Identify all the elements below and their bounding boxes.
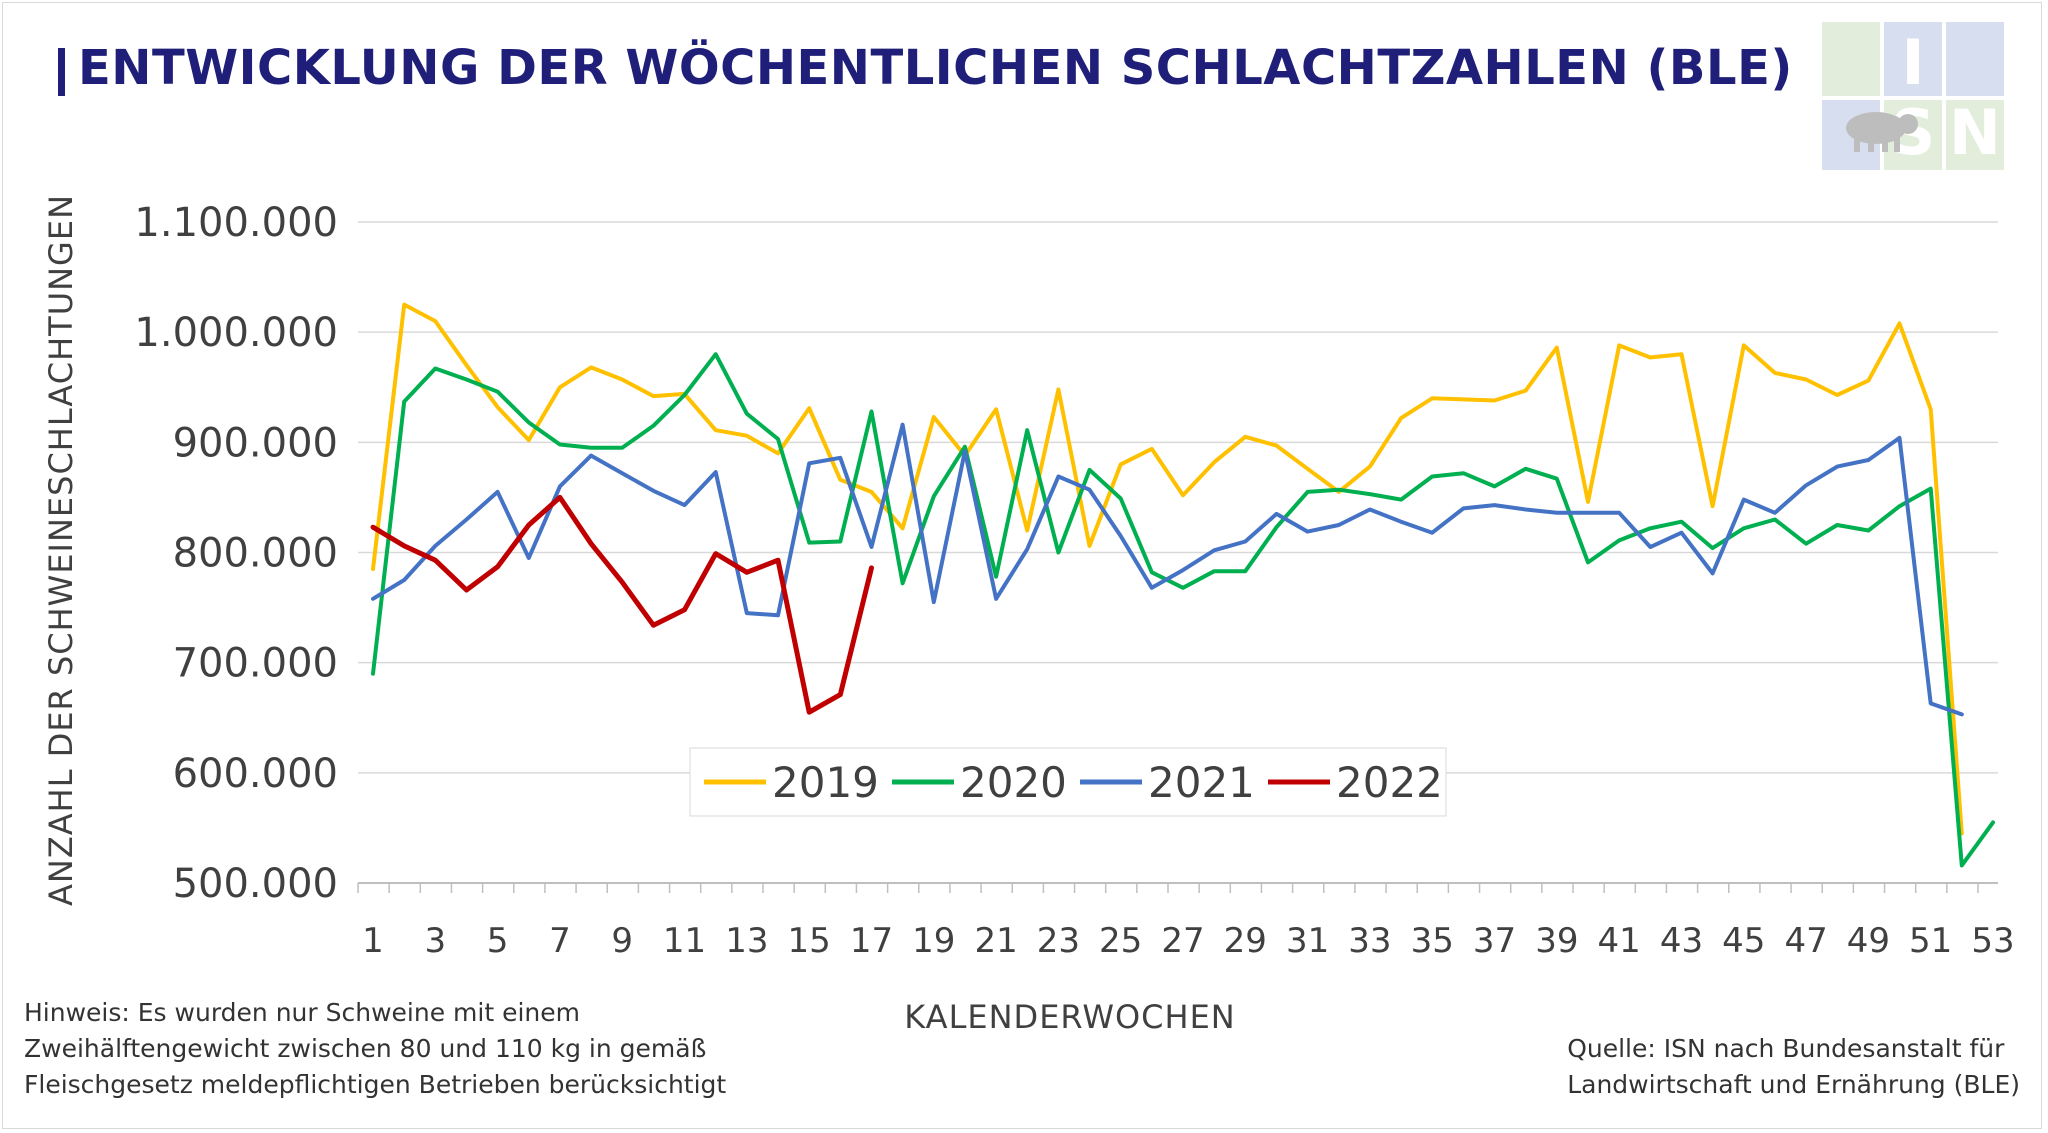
x-tick-label: 49: [1847, 921, 1890, 961]
x-tick-label: 7: [549, 921, 571, 961]
x-tick-label: 19: [912, 921, 955, 961]
x-tick-label: 21: [974, 921, 1017, 961]
page-title: ENTWICKLUNG DER WÖCHENTLICHEN SCHLACHTZA…: [78, 40, 1793, 96]
legend-label-2019: 2019: [772, 758, 879, 807]
footnote: Hinweis: Es wurden nur Schweine mit eine…: [24, 995, 726, 1103]
footnote-line: Hinweis: Es wurden nur Schweine mit eine…: [24, 998, 580, 1027]
x-tick-label: 39: [1535, 921, 1578, 961]
series-line-2020: [371, 352, 1995, 868]
x-tick-label: 33: [1348, 921, 1391, 961]
svg-text:I: I: [1901, 26, 1924, 99]
series-line-2019: [371, 302, 1964, 836]
x-tick-label: 41: [1598, 921, 1641, 961]
series-line-2021: [371, 422, 1964, 717]
y-tick-label: 1.100.000: [134, 200, 338, 246]
legend-label-2020: 2020: [960, 758, 1067, 807]
x-tick-label: 27: [1161, 921, 1204, 961]
x-tick-label: 35: [1411, 921, 1454, 961]
y-axis-title: ANZAHL DER SCHWEINESCHLACHTUNGEN: [42, 194, 80, 906]
x-tick-label: 23: [1037, 921, 1080, 961]
source-line: Landwirtschaft und Ernährung (BLE): [1567, 1070, 2020, 1099]
y-tick-label: 700.000: [173, 641, 338, 687]
title-accent-bar: [58, 48, 65, 96]
x-tick-label: 15: [788, 921, 831, 961]
x-tick-label: 43: [1660, 921, 1703, 961]
y-tick-label: 900.000: [173, 420, 338, 466]
x-tick-label: 25: [1099, 921, 1142, 961]
x-tick-label: 37: [1473, 921, 1516, 961]
legend-label-2021: 2021: [1148, 758, 1255, 807]
x-tick-label: 13: [725, 921, 768, 961]
isn-logo: I S N: [1822, 22, 2004, 170]
pig-icon: [1846, 112, 1918, 152]
x-tick-label: 17: [850, 921, 893, 961]
y-tick-label: 800.000: [173, 531, 338, 577]
series-line-2022: [370, 494, 874, 715]
y-tick-label: 500.000: [173, 861, 338, 907]
source-line: Quelle: ISN nach Bundesanstalt für: [1567, 1034, 2005, 1063]
x-tick-label: 45: [1722, 921, 1765, 961]
x-tick-label: 5: [487, 921, 509, 961]
legend-label-2022: 2022: [1336, 758, 1443, 807]
source-note: Quelle: ISN nach Bundesanstalt für Landw…: [1567, 1031, 2020, 1103]
x-tick-label: 11: [663, 921, 706, 961]
y-tick-label: 600.000: [173, 751, 338, 797]
x-axis-title: KALENDERWOCHEN: [904, 998, 1235, 1036]
x-tick-label: 51: [1909, 921, 1952, 961]
x-tick-label: 3: [424, 921, 446, 961]
y-tick-label: 1.000.000: [134, 310, 338, 356]
x-tick-label: 29: [1224, 921, 1267, 961]
footnote-line: Zweihälftengewicht zwischen 80 und 110 k…: [24, 1034, 707, 1063]
x-tick-label: 53: [1971, 921, 2014, 961]
x-tick-label: 9: [611, 921, 633, 961]
svg-text:N: N: [1949, 96, 2001, 169]
x-tick-label: 1: [362, 921, 384, 961]
x-tick-label: 47: [1784, 921, 1827, 961]
footnote-line: Fleischgesetz meldepflichtigen Betrieben…: [24, 1070, 727, 1099]
x-tick-label: 31: [1286, 921, 1329, 961]
